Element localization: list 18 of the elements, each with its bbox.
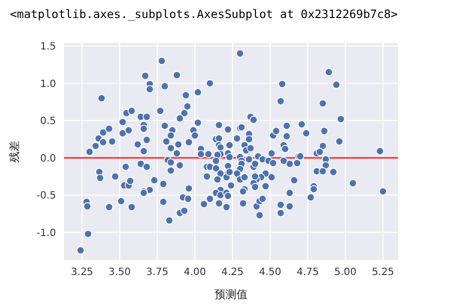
x-tick-label: 4.00 [184,267,206,278]
x-tick-label: 5.25 [372,267,394,278]
x-tick-label: 4.50 [258,267,282,278]
y-tick-label: -1.0 [36,228,56,239]
x-tick-label: 4.75 [296,267,319,278]
text: <matplotlib.axes._subplots.AxesSubplot at 0x2312269b7c8> [10,7,398,21]
x-tick-label: 3.50 [108,267,131,278]
y-tick-label: 0.5 [40,116,56,128]
y-axis-title: 残差 [8,140,21,162]
x-tick-label: 3.75 [146,267,168,278]
x-tick-label: 4.25 [221,267,244,278]
x-axis-title: 预测值 [214,288,248,301]
y-tick-label: 0.0 [40,153,56,164]
y-tick-label: 1.0 [40,78,56,90]
x-tick-label: 3.25 [70,267,94,278]
x-tick-label: 5.00 [334,267,356,278]
y-tick-label: -0.5 [36,190,56,202]
y-tick-label: 1.5 [40,42,56,53]
